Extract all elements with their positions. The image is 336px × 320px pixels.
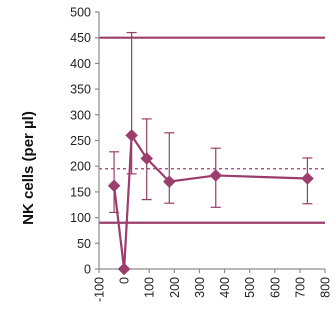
data-point-marker: [107, 179, 121, 193]
x-tick-label: 0: [118, 277, 132, 284]
y-axis-title: NK cells (per µl): [20, 111, 37, 225]
y-tick-label: 100: [70, 211, 91, 225]
y-tick-label: 500: [70, 6, 91, 20]
x-tick-label: 500: [243, 277, 257, 298]
data-point-marker: [140, 152, 154, 165]
series-layer: [107, 31, 314, 276]
x-tick-label: 100: [143, 277, 157, 298]
y-tick-label: 250: [70, 134, 91, 148]
data-point-marker: [301, 172, 314, 185]
data-point-marker: [209, 169, 223, 182]
x-tick-label: 800: [319, 277, 333, 298]
x-tick-label: 200: [168, 277, 182, 298]
y-tick-label: 450: [70, 31, 91, 45]
error-bar: [164, 132, 175, 204]
data-point-marker: [162, 175, 176, 188]
series-line: [112, 131, 308, 270]
x-tick-label: 300: [193, 277, 207, 298]
x-tick-label: 700: [293, 277, 307, 298]
y-tick-label: 0: [84, 263, 91, 277]
y-tick-label: 50: [77, 237, 91, 251]
y-tick-label: 150: [70, 185, 91, 199]
data-point-marker: [125, 129, 138, 142]
y-tick-label: 350: [70, 83, 91, 97]
x-tick-label: 400: [218, 277, 232, 298]
x-tick-label: -100: [93, 277, 107, 302]
y-tick-label: 300: [70, 108, 91, 122]
error-bar: [126, 31, 137, 175]
y-tick-label: 400: [70, 57, 91, 71]
data-point-marker: [117, 262, 131, 276]
reference-lines-layer: [99, 36, 325, 224]
y-tick-label: 200: [70, 160, 91, 174]
x-tick-label: 600: [268, 277, 282, 298]
